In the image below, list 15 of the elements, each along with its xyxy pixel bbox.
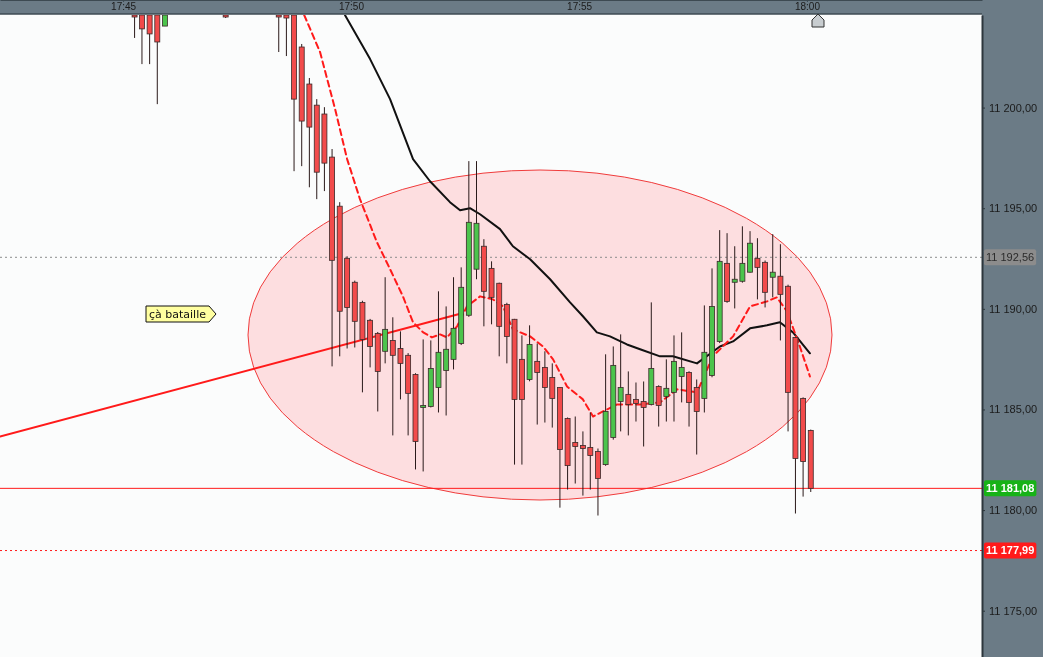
x-tick-label: 17:55 <box>567 0 593 12</box>
y-tick-label: 11 175,00 <box>989 604 1038 617</box>
y-tick-label: 11 185,00 <box>989 403 1038 416</box>
y-tick-label: 11 195,00 <box>989 202 1038 215</box>
ref-line-label: 11 192,56 <box>986 251 1035 264</box>
line-series <box>343 15 811 365</box>
ref-line-label: 11 177,99 <box>986 544 1035 557</box>
x-tick-label: 17:45 <box>111 0 137 12</box>
x-tick-label: 18:00 <box>794 0 821 12</box>
y-tick-label: 11 180,00 <box>989 504 1038 517</box>
y-tick-label: 11 200,00 <box>989 101 1038 114</box>
annotation: çà bataille <box>149 307 207 321</box>
ref-line-label: 11 181,08 <box>986 482 1035 495</box>
x-tick-label: 17:50 <box>338 0 365 12</box>
y-tick-label: 11 190,00 <box>989 302 1038 315</box>
